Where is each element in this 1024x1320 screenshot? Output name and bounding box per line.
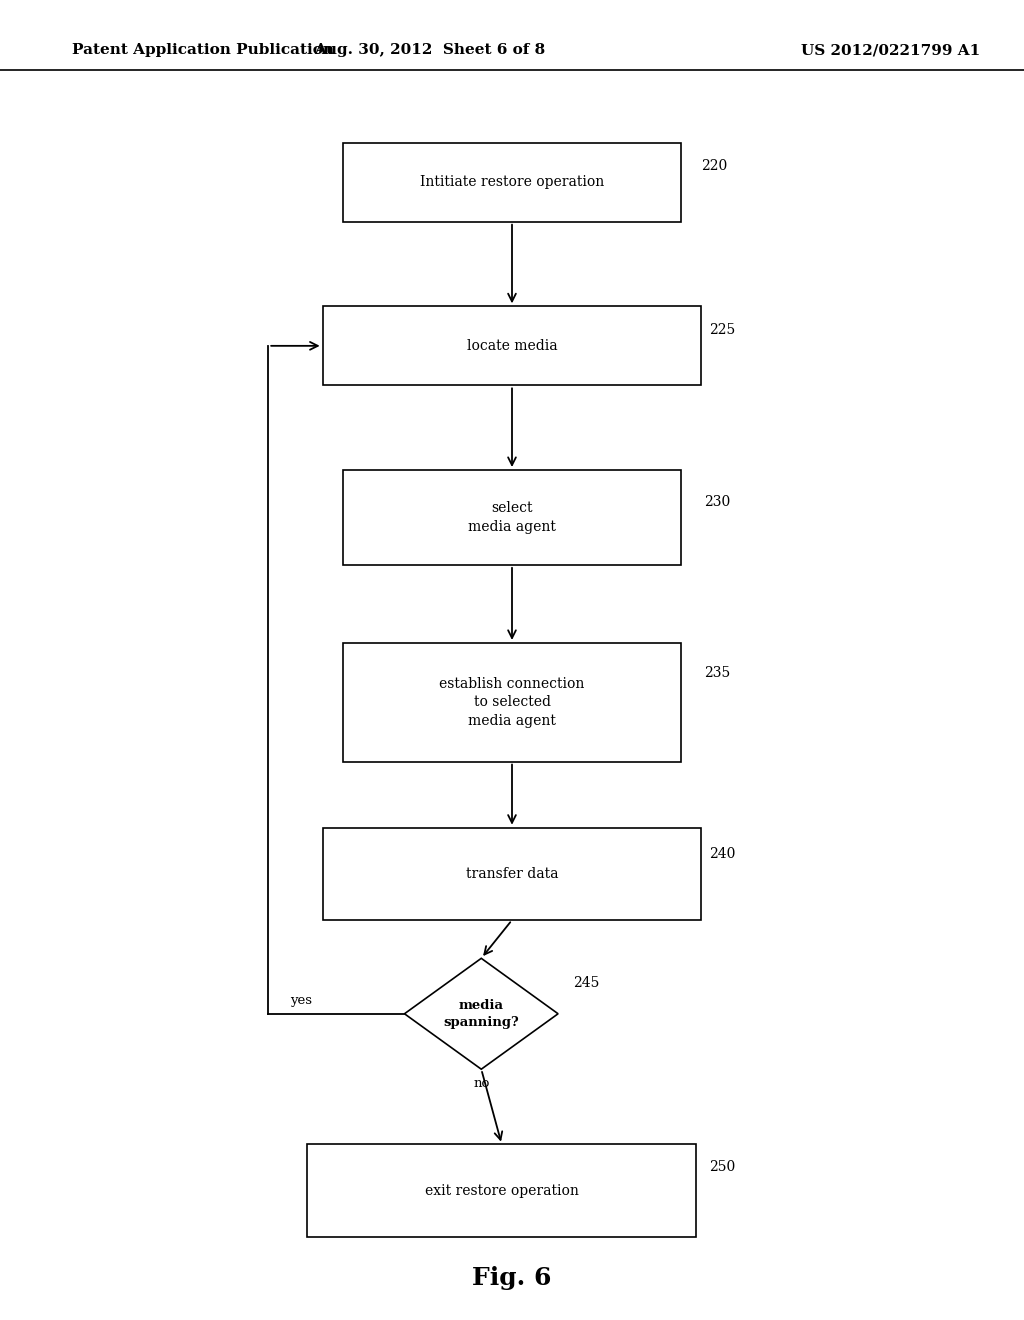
Text: exit restore operation: exit restore operation xyxy=(425,1184,579,1197)
Text: Fig. 6: Fig. 6 xyxy=(472,1266,552,1290)
Text: 240: 240 xyxy=(709,847,735,861)
Polygon shape xyxy=(404,958,558,1069)
Text: yes: yes xyxy=(291,994,312,1007)
Text: Patent Application Publication: Patent Application Publication xyxy=(72,44,334,57)
Text: select
media agent: select media agent xyxy=(468,502,556,533)
FancyBboxPatch shape xyxy=(343,470,681,565)
Text: 220: 220 xyxy=(701,160,728,173)
FancyBboxPatch shape xyxy=(323,306,701,385)
Text: 250: 250 xyxy=(709,1160,735,1173)
FancyBboxPatch shape xyxy=(323,828,701,920)
Text: media
spanning?: media spanning? xyxy=(443,999,519,1028)
Text: 245: 245 xyxy=(573,977,600,990)
Text: 225: 225 xyxy=(709,323,735,337)
Text: 230: 230 xyxy=(705,495,731,508)
FancyBboxPatch shape xyxy=(343,143,681,222)
Text: Aug. 30, 2012  Sheet 6 of 8: Aug. 30, 2012 Sheet 6 of 8 xyxy=(314,44,546,57)
Text: establish connection
to selected
media agent: establish connection to selected media a… xyxy=(439,677,585,727)
Text: transfer data: transfer data xyxy=(466,867,558,880)
Text: locate media: locate media xyxy=(467,339,557,352)
FancyBboxPatch shape xyxy=(343,643,681,762)
FancyBboxPatch shape xyxy=(307,1144,696,1237)
Text: US 2012/0221799 A1: US 2012/0221799 A1 xyxy=(801,44,981,57)
Text: 235: 235 xyxy=(705,667,731,680)
Text: no: no xyxy=(473,1077,489,1090)
Text: Intitiate restore operation: Intitiate restore operation xyxy=(420,176,604,189)
